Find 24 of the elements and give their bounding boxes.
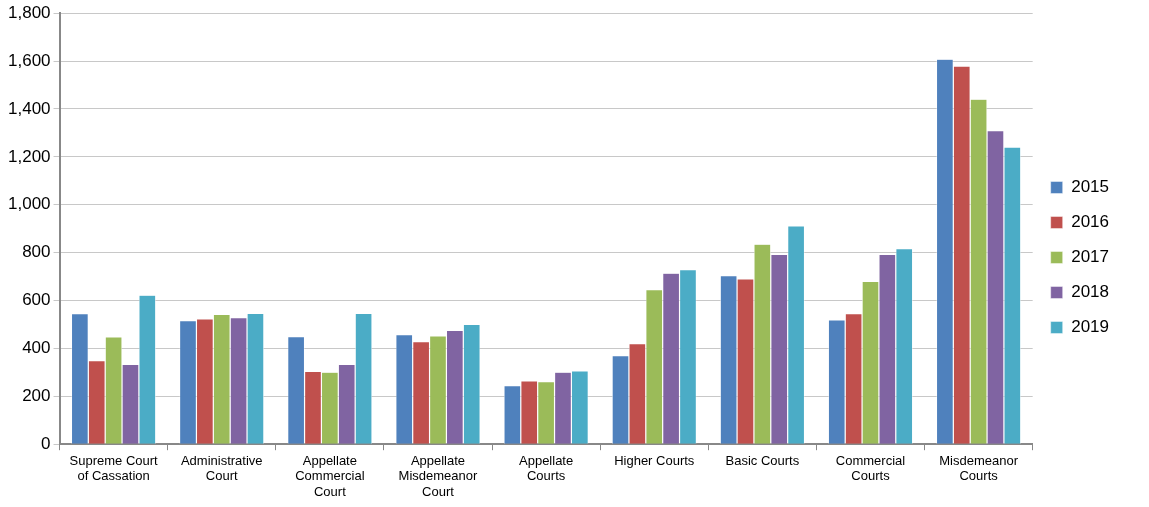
legend-label: 2015	[1071, 177, 1110, 197]
y-tick-label: 1,400	[7, 98, 51, 118]
y-tick-label: 400	[22, 338, 51, 358]
x-tick-label: Appellate Courts	[519, 452, 574, 484]
x-tick-label: Basic Courts	[725, 452, 800, 468]
y-tick-label: 600	[22, 290, 51, 310]
y-tick-label: 1,600	[7, 50, 51, 70]
y-tick-label: 800	[22, 242, 51, 262]
legend-label: 2016	[1071, 212, 1110, 232]
x-tick-label: Administrative Court	[180, 452, 263, 484]
y-tick-label: 1,800	[7, 2, 51, 22]
x-tick-label: Appellate Commercial Court	[295, 452, 365, 499]
legend-label: 2018	[1071, 282, 1110, 302]
y-tick-label: 1,000	[7, 194, 51, 214]
legend-label: 2019	[1071, 317, 1110, 337]
y-tick-label: 1,200	[7, 146, 51, 166]
y-tick-label: 0	[41, 433, 51, 453]
x-tick-label: Supreme Court of Cassation	[69, 452, 159, 484]
x-tick-label: Commercial Courts	[835, 452, 906, 484]
x-tick-label: Appellate Misdemeanor Court	[398, 452, 479, 499]
legend-label: 2017	[1071, 247, 1110, 267]
y-tick-label: 200	[22, 386, 51, 405]
x-tick-label: Misdemeanor Courts	[939, 452, 1019, 484]
x-tick-label: Higher Courts	[614, 452, 695, 468]
